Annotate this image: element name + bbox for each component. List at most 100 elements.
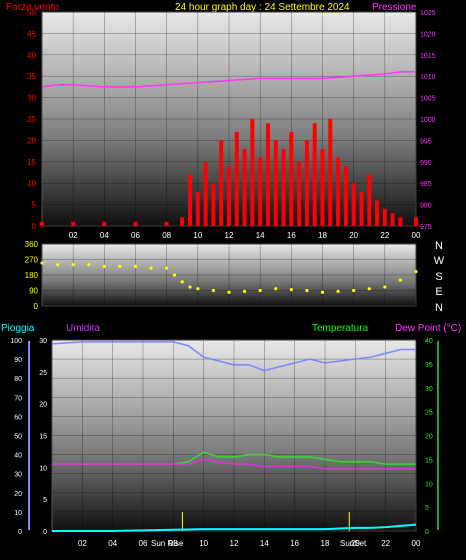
tick-label: 22 <box>381 539 390 548</box>
tick-label: 22 <box>380 231 389 240</box>
dewpoint-line <box>52 458 416 470</box>
wind-bar <box>343 166 348 226</box>
wind-bar <box>234 131 239 226</box>
tick-label: 1010 <box>420 74 436 81</box>
tick-label: 12 <box>230 539 239 548</box>
tick-label: 100 <box>10 338 22 345</box>
wind-bar <box>195 191 200 226</box>
wind-bar <box>297 161 302 226</box>
tick-label: 30 <box>14 472 22 479</box>
tick-label: 10 <box>27 179 36 188</box>
humidity-y-axis-labels: 0 10 20 30 40 50 60 70 80 90 100 <box>10 338 22 536</box>
wind-bar <box>382 208 387 226</box>
tick-label: 985 <box>420 181 432 188</box>
wind-bar <box>398 217 403 226</box>
tick-label: 16 <box>287 231 296 240</box>
tick-label: 25 <box>425 410 433 417</box>
humidity-axis-title: Umidita <box>66 323 100 334</box>
wind-bar <box>40 221 44 226</box>
tick-label: 0 <box>34 302 39 311</box>
direction-point <box>398 278 403 282</box>
tick-label: 980 <box>420 203 432 210</box>
tick-label: 0 <box>18 529 22 536</box>
dewpoint-axis-title: Dew Point (°C) <box>395 323 461 334</box>
tick-label: 1020 <box>420 31 436 38</box>
tick-label: 04 <box>100 231 109 240</box>
rain-line <box>52 523 417 532</box>
wind-bar <box>281 148 286 226</box>
tick-label: 50 <box>14 434 22 441</box>
wind-bar <box>359 191 364 226</box>
direction-point <box>55 263 60 267</box>
wind-bar <box>227 166 231 226</box>
tick-label: 990 <box>420 160 432 167</box>
direction-point <box>320 290 325 294</box>
pressure-axis-title: Pressione <box>372 2 417 13</box>
chart-title: 24 hour graph day : 24 Settembre 2024 <box>175 2 350 13</box>
wind-bars <box>40 119 418 226</box>
tick-label: 25 <box>27 115 36 124</box>
direction-point <box>196 287 200 291</box>
direction-y-axis-labels: 0 90 180 270 360 <box>25 240 39 311</box>
tick-label: 12 <box>225 231 234 240</box>
direction-point <box>258 288 262 293</box>
tick-label: 40 <box>14 453 22 460</box>
tick-label: 10 <box>425 481 433 488</box>
compass-label: N <box>435 240 443 252</box>
tick-label: 40 <box>27 51 36 60</box>
tick-label: 08 <box>162 231 171 240</box>
sunset-label: SunSet <box>340 539 367 548</box>
direction-point <box>165 266 169 270</box>
tick-label: 50 <box>27 8 36 17</box>
tick-label: 00 <box>412 231 421 240</box>
tick-label: 975 <box>420 224 432 231</box>
direction-point <box>367 287 371 291</box>
tick-label: 80 <box>14 376 22 383</box>
wind-bar <box>164 221 169 226</box>
temperature-y-axis-labels: 0 5 10 15 20 25 30 35 40 <box>425 338 433 536</box>
tick-label: 15 <box>27 158 36 167</box>
tick-label: 10 <box>199 539 208 548</box>
direction-point <box>87 263 91 267</box>
tick-label: 10 <box>39 465 47 472</box>
wind-bar <box>133 221 138 226</box>
wind-y-axis-labels: 0 5 10 15 20 25 30 35 40 45 50 <box>27 8 36 231</box>
tick-label: 30 <box>27 94 36 103</box>
tick-label: 18 <box>321 539 330 548</box>
wind-bar <box>312 123 317 226</box>
wind-bar <box>367 174 372 226</box>
tick-label: 10 <box>14 510 22 517</box>
direction-point <box>188 285 192 289</box>
direction-point <box>71 263 75 267</box>
pressure-line <box>41 71 416 88</box>
compass-label: S <box>435 271 442 283</box>
tick-label: 30 <box>39 338 47 345</box>
direction-point <box>180 280 184 284</box>
tick-label: 995 <box>420 138 432 145</box>
tick-label: 35 <box>425 362 433 369</box>
direction-point <box>133 264 138 268</box>
direction-point <box>149 266 153 270</box>
wind-bar <box>219 140 224 226</box>
tick-label: 5 <box>43 497 47 504</box>
compass-label: W <box>434 255 445 267</box>
tick-label: 14 <box>256 231 265 240</box>
direction-point <box>305 288 309 293</box>
sunrise-label: Sun Rise <box>151 539 184 548</box>
tick-label: 0 <box>43 529 47 536</box>
wind-bar <box>180 217 185 226</box>
direction-point <box>102 264 106 268</box>
tick-label: 20 <box>349 231 358 240</box>
tick-label: 90 <box>29 287 38 296</box>
tick-label: 70 <box>14 395 22 402</box>
tick-label: 0 <box>32 222 37 231</box>
tick-label: 1015 <box>420 53 436 60</box>
compass-label: E <box>435 286 442 298</box>
direction-point <box>242 289 247 293</box>
tick-label: 1000 <box>420 117 436 124</box>
direction-point <box>383 285 387 289</box>
wind-bar <box>289 131 294 226</box>
wind-axis-title: Forza vento <box>6 2 59 13</box>
tick-label: 20 <box>351 539 360 548</box>
